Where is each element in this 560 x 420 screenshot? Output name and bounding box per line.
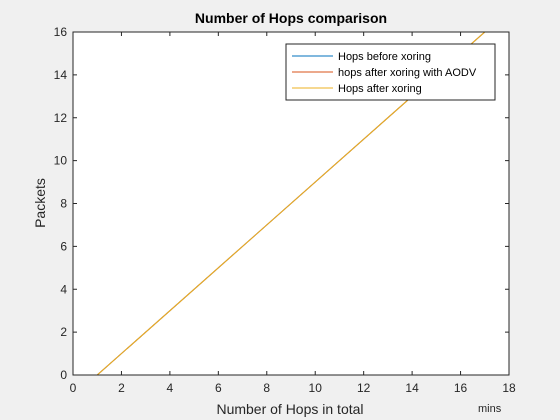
legend-label-1: Hops before xoring xyxy=(338,51,431,63)
y-tick-label: 14 xyxy=(54,68,68,82)
x-tick-label: 14 xyxy=(405,381,419,395)
y-tick-label: 16 xyxy=(54,25,68,39)
y-tick-label: 10 xyxy=(54,154,68,168)
y-tick-label: 2 xyxy=(60,325,67,339)
legend-label-2: hops after xoring with AODV xyxy=(338,67,477,79)
legend-entries: Hops before xoring hops after xoring with… xyxy=(292,51,477,95)
x-tick-label: 18 xyxy=(502,381,516,395)
x-tick-label: 2 xyxy=(118,381,125,395)
y-tick-label: 4 xyxy=(60,282,67,296)
legend-label-3: Hops after xoring xyxy=(338,83,422,95)
x-tick-label: 0 xyxy=(70,381,77,395)
x-axis-annotation: mins xyxy=(478,403,502,415)
ticks-layer: 0 2 4 6 8 10 12 14 16 18 0 2 4 6 8 10 12 14 16 xyxy=(54,25,516,395)
x-tick-label: 8 xyxy=(263,381,270,395)
x-tick-label: 16 xyxy=(454,381,468,395)
x-tick-label: 4 xyxy=(167,381,174,395)
x-tick-label: 6 xyxy=(215,381,222,395)
x-tick-label: 12 xyxy=(357,381,371,395)
y-tick-label: 6 xyxy=(60,239,67,253)
x-axis-title: Number of Hops in total xyxy=(216,401,363,417)
y-tick-label: 0 xyxy=(60,368,67,382)
y-axis-title: Packets xyxy=(32,178,48,228)
x-tick-label: 10 xyxy=(309,381,323,395)
y-tick-label: 8 xyxy=(60,197,67,211)
legend: Hops before xoring hops after xoring with… xyxy=(285,43,496,101)
y-tick-label: 12 xyxy=(54,111,68,125)
chart-title: Number of Hops comparison xyxy=(195,10,387,26)
